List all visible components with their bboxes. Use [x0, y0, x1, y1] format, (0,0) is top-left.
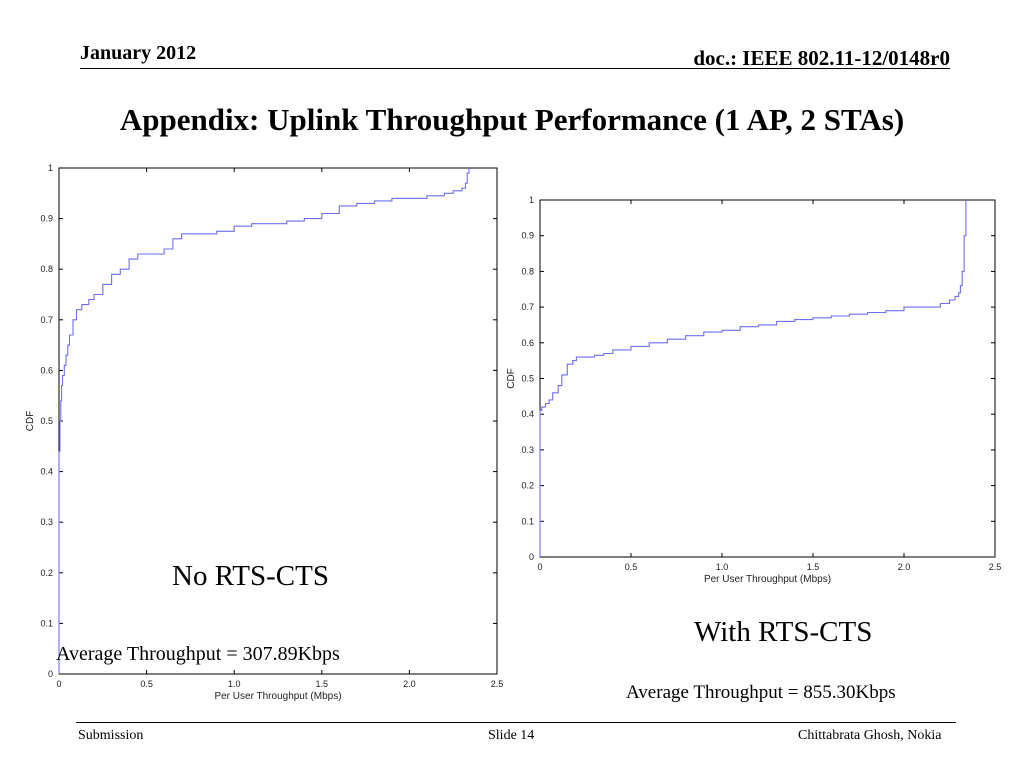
y-axis-label: CDF: [506, 368, 517, 389]
y-tick-label: 0.1: [40, 618, 53, 628]
cdf-chart-no-rts-cts: 0 0.1 0.2 0.3 0.4 0.5 0.6 0.7 0.8 0.9 1 0 0.5 1.0 1.5 2…: [25, 163, 503, 702]
x-tick-label: 0.5: [625, 562, 638, 572]
x-tick-label: 2.5: [491, 679, 504, 689]
caption-no-rts-cts: No RTS-CTS: [172, 560, 329, 592]
y-axis-label: CDF: [25, 411, 36, 432]
header-doc-id: doc.: IEEE 802.11-12/0148r0: [693, 46, 950, 70]
average-throughput-no-rts-cts: Average Throughput = 307.89Kbps: [56, 643, 340, 665]
cdf-series-line: [539, 200, 967, 557]
y-tick-label: 0.3: [40, 517, 53, 527]
y-tick-label: 0.8: [521, 266, 534, 276]
x-tick-label: 0: [537, 562, 542, 572]
y-tick-label: 0.5: [521, 374, 534, 384]
y-tick-label: 0.8: [40, 264, 53, 274]
x-tick-label: 2.0: [898, 562, 911, 572]
y-tick-label: 0.9: [40, 214, 53, 224]
y-tick-label: 0.3: [521, 445, 534, 455]
y-tick-label: 1: [48, 163, 53, 173]
y-tick-label: 0: [529, 552, 534, 562]
y-tick-label: 0: [48, 669, 53, 679]
y-tick-label: 0.4: [40, 467, 53, 477]
x-tick-label: 0.5: [140, 679, 153, 689]
y-tick-label: 0.7: [521, 302, 534, 312]
y-tick-label: 0.4: [521, 409, 534, 419]
header-divider: [80, 68, 950, 69]
footer-author: Chittabrata Ghosh, Nokia: [798, 728, 942, 743]
y-tick-label: 0.9: [521, 231, 534, 241]
y-tick-label: 0.6: [40, 365, 53, 375]
x-tick-label: 1.5: [807, 562, 820, 572]
y-tick-label: 0.2: [521, 481, 534, 491]
footer-divider: [76, 722, 956, 723]
x-tick-label: 2.5: [989, 562, 1002, 572]
average-throughput-with-rts-cts: Average Throughput = 855.30Kbps: [626, 682, 896, 703]
y-tick-label: 0.5: [40, 416, 53, 426]
y-tick-label: 0.2: [40, 568, 53, 578]
x-axis-label: Per User Throughput (Mbps): [214, 691, 341, 702]
cdf-series-line: [58, 168, 470, 674]
x-tick-label: 2.0: [403, 679, 416, 689]
x-tick-label: 1.5: [316, 679, 329, 689]
plot-area: [58, 167, 498, 675]
plot-area: [539, 199, 996, 558]
header-date: January 2012: [80, 42, 197, 64]
y-tick-label: 0.6: [521, 338, 534, 348]
y-tick-label: 0.7: [40, 315, 53, 325]
cdf-chart-with-rts-cts: 0 0.1 0.2 0.3 0.4 0.5 0.6 0.7 0.8 0.9 1 0 0.5 1.0 1.5 2…: [506, 195, 1002, 585]
page-title: Appendix: Uplink Throughput Performance …: [119, 102, 905, 137]
x-axis-label: Per User Throughput (Mbps): [704, 574, 831, 585]
footer-slide-number: Slide 14: [488, 728, 535, 743]
x-tick-label: 1.0: [228, 679, 241, 689]
y-tick-label: 1: [529, 195, 534, 205]
x-tick-label: 1.0: [716, 562, 729, 572]
footer-submission: Submission: [78, 728, 144, 743]
y-tick-label: 0.1: [521, 516, 534, 526]
x-tick-label: 0: [56, 679, 61, 689]
caption-with-rts-cts: With RTS-CTS: [694, 616, 873, 648]
